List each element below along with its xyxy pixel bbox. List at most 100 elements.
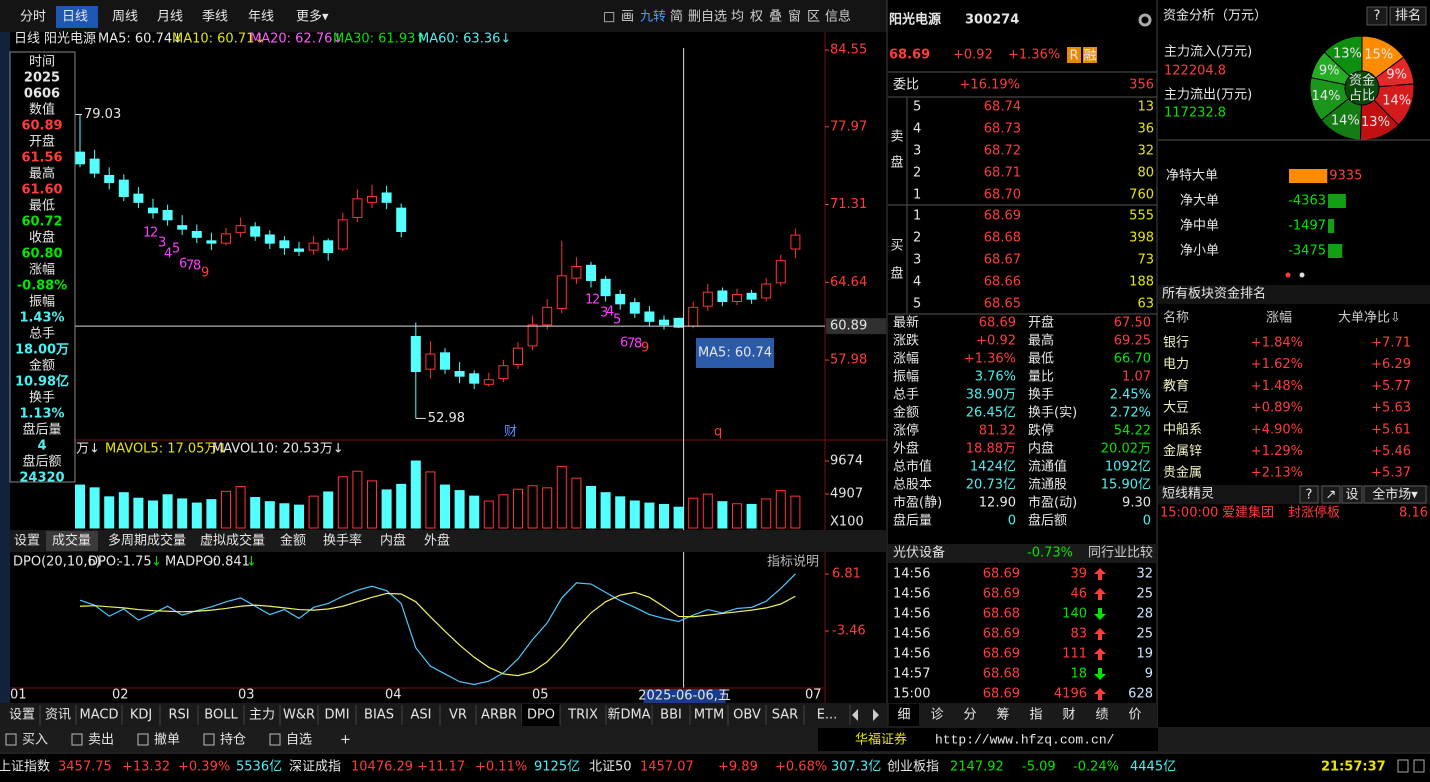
indicator-tab[interactable]: DMI: [324, 708, 349, 723]
industry-compare[interactable]: 同行业比较: [1088, 546, 1153, 561]
page-dot[interactable]: [1299, 272, 1305, 278]
broker-box: [818, 728, 1158, 751]
toolbar-tool[interactable]: 删自选: [688, 10, 727, 25]
settings-icon[interactable]: [1138, 13, 1152, 27]
indicator-tab[interactable]: TRIX: [567, 708, 598, 723]
volume-bar: [410, 460, 421, 529]
sprite-button[interactable]: ?: [1306, 488, 1313, 503]
toolbar-tab[interactable]: 年线: [248, 10, 274, 25]
toolbar-tool[interactable]: 权: [750, 9, 763, 25]
toolbar-tool[interactable]: 信息: [825, 9, 851, 25]
stat-value: 3.76%: [975, 370, 1016, 385]
toolbar-tool[interactable]: 叠: [769, 10, 782, 25]
stat-value: 9.30: [1122, 496, 1151, 511]
buy-label: 买: [890, 239, 903, 254]
ticker-name: 创业板指: [887, 760, 939, 775]
indicator-tab[interactable]: RSI: [168, 708, 189, 723]
help-button[interactable]: ?: [1374, 9, 1381, 24]
indicator-tab[interactable]: KDJ: [130, 708, 152, 723]
candle-body: [337, 219, 348, 250]
indicator-tab[interactable]: MTM: [694, 708, 724, 723]
detail-tab[interactable]: 财: [1062, 708, 1075, 723]
candle-body: [440, 352, 450, 370]
sprite-button[interactable]: 设: [1345, 488, 1358, 503]
detail-tab[interactable]: 绩: [1095, 708, 1108, 723]
trade-price: 68.69: [983, 647, 1020, 662]
sub-tab[interactable]: 设置: [14, 534, 40, 549]
indicator-tab[interactable]: 新DMA: [607, 707, 650, 723]
action[interactable]: 自选: [286, 733, 312, 748]
action[interactable]: 卖出: [88, 733, 114, 748]
indicator-tab[interactable]: BOLL: [204, 708, 238, 723]
sub-tab[interactable]: 虚拟成交量: [200, 533, 265, 549]
indicator-tab[interactable]: ASI: [411, 708, 432, 723]
detail-tab[interactable]: 诊: [930, 708, 943, 723]
detail-tab[interactable]: 指: [1029, 708, 1042, 723]
trade-count: 19: [1136, 647, 1153, 662]
sub-tab[interactable]: 金额: [280, 533, 306, 549]
detail-tab[interactable]: 筹: [996, 707, 1009, 723]
toolbar-tool[interactable]: 画: [621, 10, 634, 25]
trade-time: 14:56: [893, 647, 930, 662]
sub-tab[interactable]: 多周期成交量: [108, 533, 186, 549]
volume-bar: [571, 477, 582, 529]
toolbar-tab[interactable]: 月线: [157, 10, 183, 25]
detail-tab[interactable]: 价: [1128, 708, 1141, 723]
volume-bar: [104, 496, 115, 529]
toolbar-tab[interactable]: 分时: [20, 10, 46, 25]
volume-bar: [673, 506, 684, 529]
indicator-tab[interactable]: SAR: [772, 708, 798, 723]
candle-body: [279, 240, 290, 249]
indicator-tab[interactable]: 资讯: [45, 708, 71, 723]
toolbar-tab[interactable]: 季线: [202, 10, 228, 25]
button: [1389, 6, 1427, 26]
toolbar-tab[interactable]: 日线: [62, 10, 88, 25]
page-dot[interactable]: [1285, 272, 1291, 278]
toolbar-tool[interactable]: 窗: [788, 9, 801, 25]
toolbar-tab[interactable]: 周线: [112, 10, 138, 25]
toolbar-tool[interactable]: 均: [731, 10, 744, 25]
indicator-tab[interactable]: MACD: [80, 708, 119, 723]
net-bar: [1289, 169, 1328, 183]
toolbar-tool[interactable]: 九转: [640, 10, 666, 25]
indicator-tab[interactable]: OBV: [733, 708, 761, 723]
sub-tab[interactable]: 换手率: [323, 533, 362, 549]
toolbar-tool[interactable]: □: [603, 10, 615, 25]
info-label: 换手: [29, 391, 55, 406]
sprite-button[interactable]: 全市场▾: [1372, 487, 1418, 503]
indicator-tab[interactable]: 主力: [249, 708, 275, 723]
volume-bar: [659, 503, 669, 529]
detail-tab[interactable]: 分: [963, 708, 976, 723]
indicator-tab[interactable]: W&R: [283, 708, 315, 723]
volume-bar: [308, 495, 319, 529]
toolbar-tool[interactable]: 区: [807, 10, 820, 25]
indicator-tab[interactable]: 设置: [9, 708, 35, 723]
trade-price: 68.69: [983, 567, 1020, 582]
indicator-tab[interactable]: E...: [817, 708, 838, 723]
indicator-tab[interactable]: BBI: [660, 708, 682, 723]
info-value: -0.88%: [17, 279, 68, 294]
stock-code: 300274: [965, 13, 1019, 28]
scroll-left[interactable]: [852, 709, 858, 721]
sub-tab[interactable]: 成交量: [52, 533, 91, 549]
sprite-button[interactable]: ↗: [1326, 488, 1337, 503]
rank-button[interactable]: 排名: [1395, 8, 1421, 24]
action[interactable]: +: [340, 733, 351, 748]
change-pct: +1.36%: [1008, 48, 1060, 63]
indicator-help[interactable]: 指标说明: [767, 555, 819, 570]
volume-bar: [615, 496, 626, 529]
indicator-tab[interactable]: VR: [449, 708, 467, 723]
sub-tab[interactable]: 内盘: [380, 533, 406, 549]
toolbar-tab[interactable]: 更多▾: [296, 9, 329, 25]
toolbar-tool[interactable]: 简: [670, 9, 683, 25]
candle-body: [454, 371, 465, 377]
action[interactable]: 买入: [22, 733, 48, 748]
indicator-tab[interactable]: BIAS: [364, 708, 394, 723]
indicator-tab[interactable]: ARBR: [481, 708, 517, 723]
action[interactable]: 持仓: [220, 733, 246, 748]
scroll-right[interactable]: [873, 709, 879, 721]
indicator-tab[interactable]: DPO: [527, 708, 555, 723]
sub-tab[interactable]: 外盘: [424, 533, 450, 549]
detail-tab[interactable]: 细: [897, 708, 910, 723]
action[interactable]: 撤单: [154, 732, 180, 748]
